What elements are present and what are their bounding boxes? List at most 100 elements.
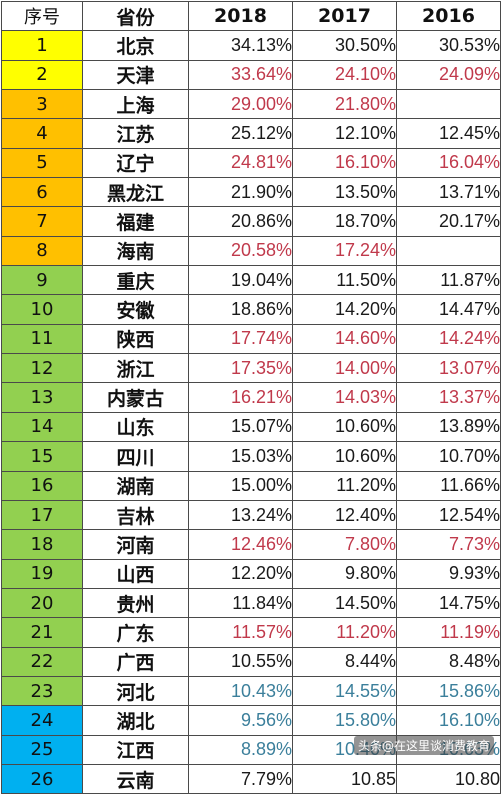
row-value-2018: 20.86% [188,206,293,237]
row-province: 云南 [82,763,189,794]
header-index: 序号 [1,0,83,32]
table-row: 4 江苏 25.12% 12.10% 12.45% [1,118,501,149]
row-province: 福建 [82,206,189,237]
row-value-2018: 8.89% [188,734,293,765]
row-value-2017: 14.60% [292,323,397,355]
header-2017: 2017 [292,0,397,32]
row-province: 湖北 [82,705,189,736]
row-value-2017: 11.20% [292,617,397,648]
row-value-2016 [396,89,501,120]
table-row: 20 贵州 11.84% 14.50% 14.75% [1,587,501,619]
row-province: 天津 [82,59,189,91]
row-value-2018: 15.03% [188,441,293,472]
row-value-2017: 18.70% [292,206,397,237]
row-province: 辽宁 [82,147,189,179]
row-value-2017: 13.50% [292,177,397,208]
row-value-2017: 11.50% [292,265,397,296]
row-province: 四川 [82,441,189,472]
header-province: 省份 [82,0,189,32]
row-province: 安徽 [82,294,189,325]
table-row: 8 海南 20.58% 17.24% [1,235,501,267]
row-index: 1 [1,30,83,61]
row-value-2018: 9.56% [188,705,293,736]
row-index: 7 [1,206,83,237]
row-value-2017: 14.20% [292,294,397,325]
row-value-2016: 14.47% [396,294,501,325]
row-index: 15 [1,441,83,472]
row-value-2017: 16.10% [292,147,397,179]
row-value-2016: 12.45% [396,118,501,149]
row-province: 吉林 [82,499,189,531]
row-value-2017: 12.40% [292,499,397,531]
row-province: 黑龙江 [82,177,189,208]
table-row: 13 内蒙古 16.21% 14.03% 13.37% [1,382,501,413]
table-row: 15 四川 15.03% 10.60% 10.70% [1,441,501,472]
watermark: 头条@在这里谈消费教育 [353,736,494,755]
row-value-2017: 10.60% [292,411,397,443]
row-index: 13 [1,382,83,413]
row-value-2018: 17.74% [188,323,293,355]
row-value-2018: 16.21% [188,382,293,413]
row-value-2016: 13.07% [396,353,501,384]
row-province: 北京 [82,30,189,61]
row-value-2018: 34.13% [188,30,293,61]
row-value-2018: 18.86% [188,294,293,325]
table-row: 5 辽宁 24.81% 16.10% 16.04% [1,147,501,179]
table-row: 18 河南 12.46% 7.80% 7.73% [1,529,501,560]
row-value-2016: 11.66% [396,470,501,501]
row-value-2018: 29.00% [188,89,293,120]
row-value-2018: 15.07% [188,411,293,443]
row-index: 8 [1,235,83,267]
row-value-2017: 10.60% [292,441,397,472]
row-index: 10 [1,294,83,325]
row-province: 湖南 [82,470,189,501]
row-value-2018: 24.81% [188,147,293,179]
row-index: 12 [1,353,83,384]
row-province: 陕西 [82,323,189,355]
row-value-2017: 30.50% [292,30,397,61]
row-value-2017: 14.00% [292,353,397,384]
row-value-2017: 10.85 [292,763,397,794]
table-row: 10 安徽 18.86% 14.20% 14.47% [1,294,501,325]
header-2018: 2018 [188,0,293,32]
row-index: 16 [1,470,83,501]
row-value-2016: 20.17% [396,206,501,237]
table-row: 23 河北 10.43% 14.55% 15.86% [1,675,501,707]
row-value-2017: 7.80% [292,529,397,560]
row-value-2017: 24.10% [292,59,397,91]
row-value-2018: 17.35% [188,353,293,384]
table-row: 7 福建 20.86% 18.70% 20.17% [1,206,501,237]
row-index: 3 [1,89,83,120]
row-province: 浙江 [82,353,189,384]
row-index: 4 [1,118,83,149]
row-value-2018: 19.04% [188,265,293,296]
header-row: 序号 省份 2018 2017 2016 [1,0,501,32]
row-value-2016: 11.87% [396,265,501,296]
row-value-2018: 7.79% [188,763,293,794]
row-index: 6 [1,177,83,208]
row-value-2017: 8.44% [292,646,397,677]
row-value-2016: 24.09% [396,59,501,91]
table-row: 9 重庆 19.04% 11.50% 11.87% [1,265,501,296]
table-row: 19 山西 12.20% 9.80% 9.93% [1,558,501,589]
row-index: 9 [1,265,83,296]
row-value-2016: 10.70% [396,441,501,472]
row-index: 5 [1,147,83,179]
header-2016: 2016 [396,0,501,32]
row-value-2016: 9.93% [396,558,501,589]
row-province: 内蒙古 [82,382,189,413]
row-value-2016: 30.53% [396,30,501,61]
row-index: 24 [1,705,83,736]
row-value-2018: 33.64% [188,59,293,91]
table-row: 14 山东 15.07% 10.60% 13.89% [1,411,501,443]
row-value-2016: 14.75% [396,587,501,619]
table-row: 12 浙江 17.35% 14.00% 13.07% [1,353,501,384]
row-value-2016 [396,235,501,267]
table-row: 11 陕西 17.74% 14.60% 14.24% [1,323,501,355]
row-index: 22 [1,646,83,677]
row-value-2016: 13.89% [396,411,501,443]
row-value-2016: 12.54% [396,499,501,531]
row-province: 上海 [82,89,189,120]
row-province: 山东 [82,411,189,443]
